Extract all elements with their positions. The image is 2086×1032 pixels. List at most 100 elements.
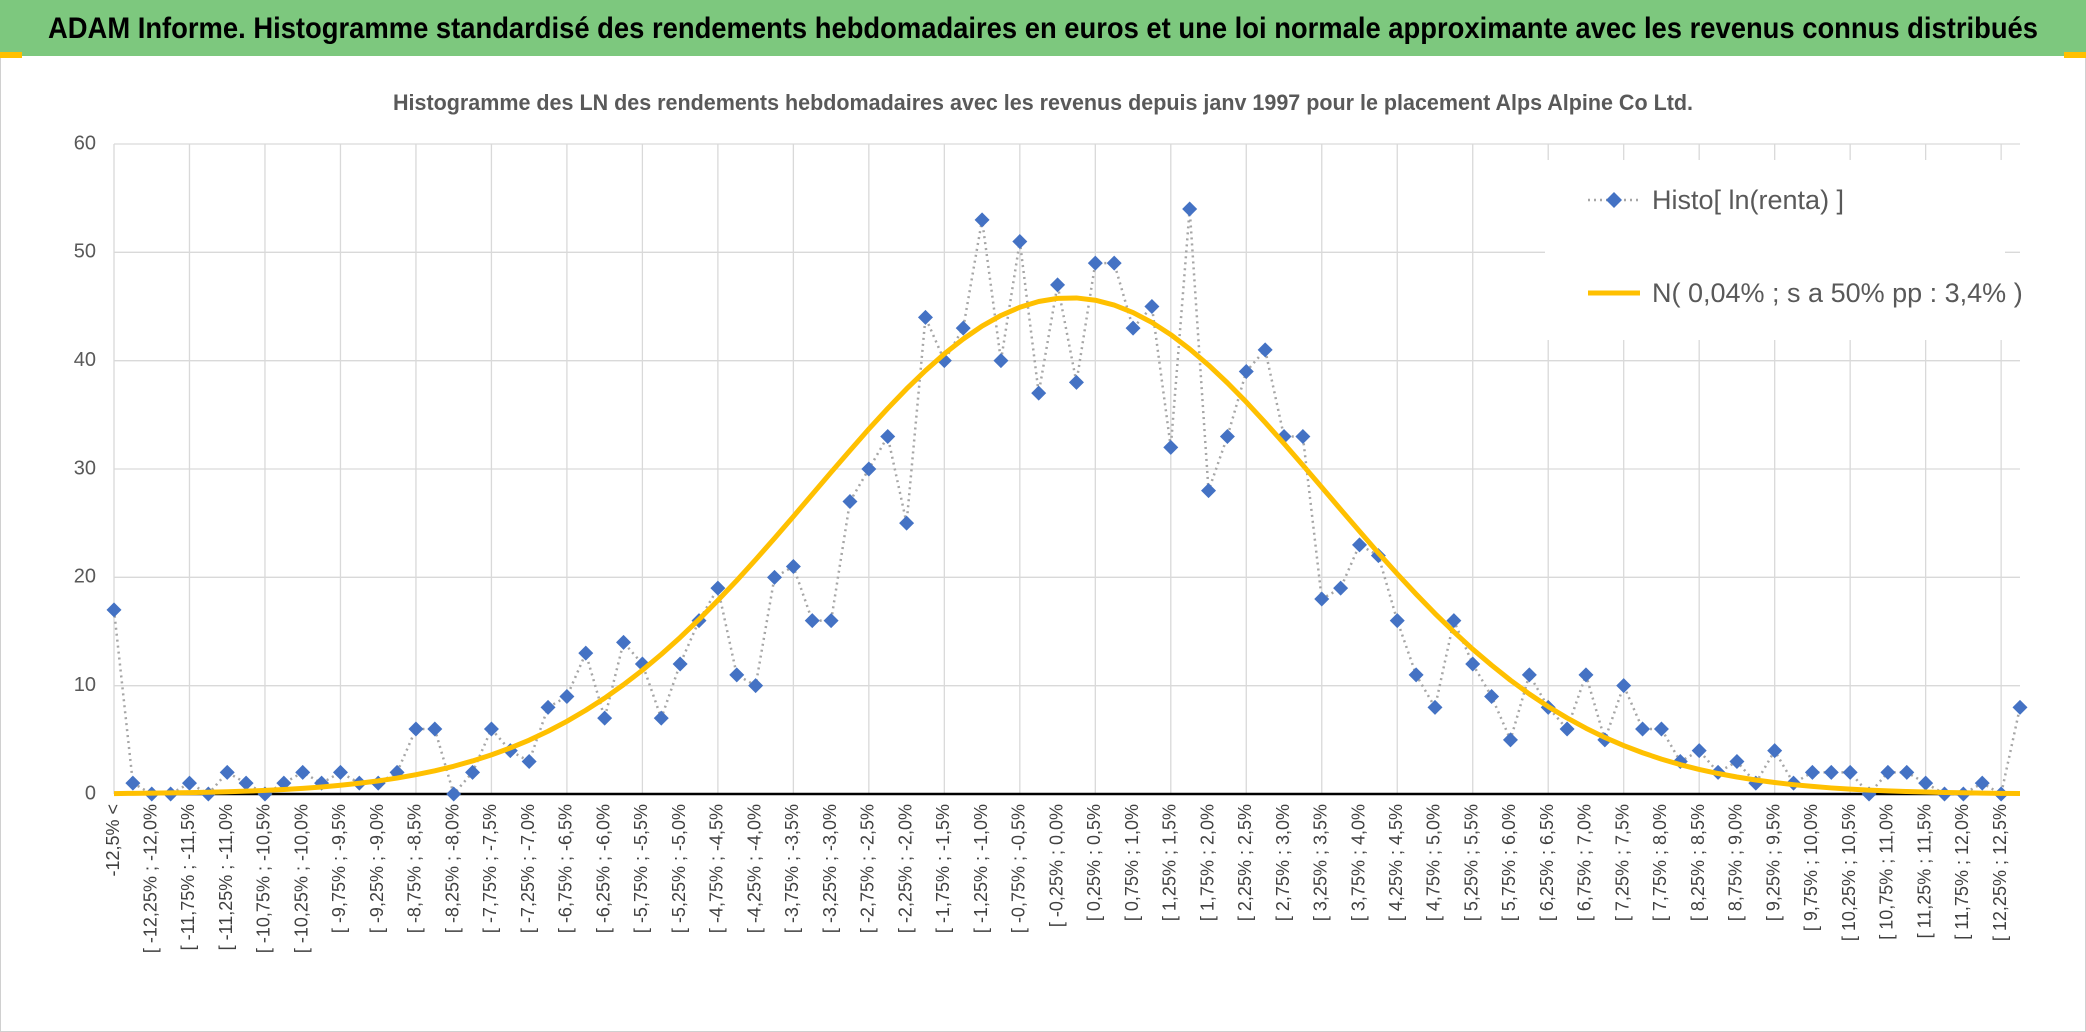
legend-box [1545, 160, 2005, 340]
point [1729, 754, 1745, 769]
x-tick-label: [ 1,75% ; 2,0% [1197, 804, 1217, 921]
x-tick-label: [ 3,75% ; 4,0% [1348, 804, 1368, 921]
point [578, 645, 594, 661]
y-tick-label: 20 [74, 566, 96, 588]
point [332, 764, 348, 780]
point [1144, 299, 1160, 314]
point [559, 689, 575, 704]
point [446, 786, 462, 802]
point [1521, 667, 1537, 683]
point [1106, 255, 1122, 271]
x-tick-label: [ -4,75% ; -4,5% [707, 804, 727, 933]
point [1238, 364, 1254, 379]
point [427, 721, 443, 737]
x-tick-label: [ -10,75% ; -10,5% [254, 804, 274, 953]
y-tick-label: 10 [74, 674, 96, 696]
x-tick-label: [ 4,25% ; 4,5% [1386, 804, 1406, 921]
x-tick-label: [ -11,75% ; -11,5% [178, 804, 198, 950]
point [653, 710, 669, 726]
point [1427, 699, 1443, 715]
point [842, 494, 858, 509]
legend: Histo[ ln(renta) ] N( 0,04% ; s a 50% pp … [1545, 160, 2023, 340]
point [1767, 743, 1783, 759]
point [861, 461, 877, 477]
point [1880, 764, 1896, 780]
point [1446, 613, 1462, 629]
header-bar [0, 0, 2086, 56]
point [521, 754, 537, 769]
x-tick-label: [ -1,75% ; -1,5% [933, 804, 953, 933]
point [219, 764, 235, 780]
point [1125, 320, 1141, 336]
x-tick-label: [ -10,25% ; -10,0% [291, 804, 311, 953]
point [1352, 537, 1368, 553]
corner [2064, 52, 2086, 58]
y-tick-label: 50 [74, 241, 96, 263]
point [2012, 699, 2028, 715]
point [1050, 277, 1066, 293]
point [1219, 429, 1235, 444]
point [1918, 775, 1934, 791]
x-tick-label: [ 7,75% ; 8,0% [1650, 804, 1670, 921]
x-tick-label: [ -12,25% ; -12,0% [140, 804, 160, 953]
x-tick-label: [ 12,25% ; 12,5% [1990, 804, 2010, 941]
x-tick-label: [ -2,25% ; -2,0% [895, 804, 915, 933]
point [1333, 580, 1349, 596]
point [766, 569, 782, 585]
point [1201, 483, 1217, 499]
x-tick-label: [ 10,75% ; 11,0% [1877, 804, 1897, 940]
x-tick-label: [ 7,25% ; 7,5% [1612, 804, 1632, 921]
x-tick-label: [ -5,75% ; -5,5% [631, 804, 651, 933]
point [974, 212, 990, 228]
point [465, 764, 481, 780]
point [1691, 743, 1707, 759]
legend-marker [1606, 192, 1622, 208]
point [1842, 764, 1858, 780]
chart-title: Histogramme des LN des rendements hebdom… [393, 90, 1693, 115]
x-tick-label: [ 2,75% ; 3,0% [1273, 804, 1293, 921]
x-tick-label: [ -4,25% ; -4,0% [744, 804, 764, 933]
point [106, 602, 122, 618]
x-tick-label: [ -9,25% ; -9,0% [367, 804, 387, 933]
x-tick-label: [ -9,75% ; -9,5% [329, 804, 349, 933]
point [880, 429, 896, 444]
y-tick-label: 60 [74, 132, 96, 154]
x-tick-label: [ -0,75% ; -0,5% [1009, 804, 1029, 933]
point [597, 710, 613, 726]
series-line [112, 207, 2022, 796]
point [1163, 439, 1179, 455]
point [540, 699, 556, 715]
point [1257, 342, 1273, 358]
x-tick-label: [ 8,75% ; 9,0% [1726, 804, 1746, 921]
point [1578, 667, 1594, 683]
x-tick-label: [ 5,25% ; 5,5% [1461, 804, 1481, 921]
x-tick-label: [ 0,25% ; 0,5% [1084, 804, 1104, 921]
x-tick-label: [ 2,25% ; 2,5% [1235, 804, 1255, 921]
y-tick-label: 40 [74, 349, 96, 371]
point [1635, 721, 1651, 737]
x-tick-label: [ 1,25% ; 1,5% [1160, 804, 1180, 921]
point [181, 775, 197, 791]
point [955, 320, 971, 336]
header-title: ADAM Informe. Histogramme standardisé de… [48, 12, 2038, 45]
plot [106, 201, 2028, 802]
point [1031, 385, 1047, 401]
series-line [113, 295, 2021, 797]
point [1408, 667, 1424, 683]
point [899, 515, 915, 531]
x-tick-label: [ -0,25% ; 0,0% [1046, 804, 1066, 927]
point [785, 559, 801, 574]
point [1502, 732, 1518, 748]
point [125, 775, 141, 791]
x-tick-label: [ -11,25% ; -11,0% [216, 804, 236, 950]
point [1616, 678, 1632, 694]
point [1653, 721, 1669, 737]
x-tick-label: [ -2,75% ; -2,5% [858, 804, 878, 933]
x-tick-label: [ 9,75% ; 10,0% [1801, 804, 1821, 931]
y-tick-label: 30 [74, 457, 96, 479]
x-tick-label: [ 9,25% ; 9,5% [1763, 804, 1783, 921]
point [993, 353, 1009, 369]
legend-label: N( 0,04% ; s a 50% pp : 3,4% ) [1652, 278, 2023, 308]
x-tick-label: [ -8,25% ; -8,0% [442, 804, 462, 933]
point [483, 721, 499, 737]
